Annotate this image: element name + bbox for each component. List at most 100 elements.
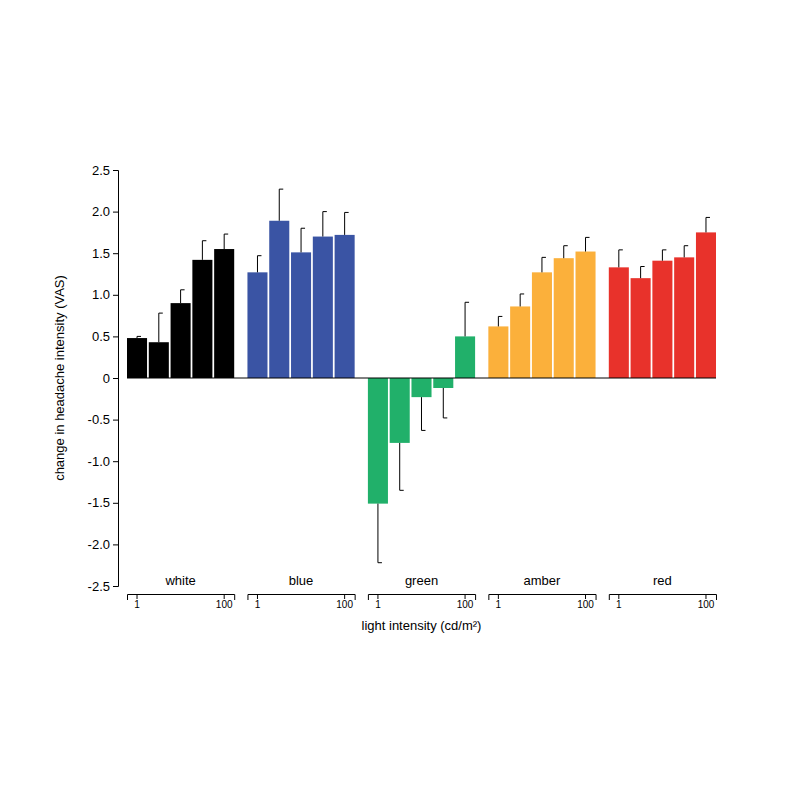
error-cap [279, 189, 283, 190]
y-tick: -1.5 [88, 495, 118, 510]
x-axis: 1 100 [248, 594, 355, 610]
error-bar [323, 212, 327, 237]
error-cap [684, 245, 688, 246]
y-tick: 0 [103, 371, 118, 386]
bar [455, 336, 475, 378]
x-tick-label: 100 [216, 599, 233, 610]
bar [390, 378, 410, 443]
group-label: white [164, 573, 195, 588]
error-cap [345, 212, 349, 213]
y-tick-mark [113, 295, 118, 296]
y-tick-label: -1.5 [88, 495, 110, 510]
bar [532, 272, 552, 378]
y-tick: 1.5 [92, 246, 118, 261]
x-axis-title: light intensity (cd/m²) [362, 618, 482, 633]
error-bar [378, 504, 382, 563]
bar-group [247, 189, 354, 378]
error-bar [279, 189, 283, 221]
error-cap [706, 217, 710, 218]
error-cap [257, 255, 261, 256]
y-tick: 0.5 [92, 329, 118, 344]
error-cap [400, 490, 404, 491]
x-tick-label: 100 [336, 599, 353, 610]
bar [488, 326, 508, 378]
error-line [520, 294, 521, 306]
error-cap [224, 234, 228, 235]
error-cap [520, 293, 524, 294]
error-bar [542, 257, 546, 272]
error-bar [564, 246, 568, 258]
y-tick-label: -2.5 [88, 579, 110, 594]
error-line [443, 388, 444, 418]
error-line [202, 241, 203, 260]
bar-group [127, 234, 234, 378]
error-bar [586, 237, 590, 251]
error-line [563, 246, 564, 258]
y-tick-label: -1.0 [88, 454, 110, 469]
error-bar [684, 246, 688, 258]
y-tick-mark [113, 586, 118, 587]
plot-area [127, 189, 716, 563]
error-cap [181, 289, 185, 290]
error-line [684, 246, 685, 258]
bar [433, 378, 453, 388]
error-bar [422, 397, 426, 430]
error-line [180, 290, 181, 303]
bar [696, 232, 716, 378]
y-tick-mark [113, 378, 118, 379]
error-cap [662, 249, 666, 250]
error-line [705, 217, 706, 232]
bar [368, 378, 388, 504]
error-cap [378, 562, 382, 563]
x-tick-label: 1 [616, 599, 622, 610]
x-tick-label: 1 [496, 599, 502, 610]
bar [510, 306, 530, 378]
error-line [541, 257, 542, 272]
error-line [465, 302, 466, 336]
bar [631, 278, 651, 378]
x-tick: 1 [255, 594, 261, 610]
bar [335, 235, 355, 378]
bar [269, 221, 289, 378]
y-tick-mark [113, 420, 118, 421]
error-bar [400, 443, 404, 490]
bar [674, 257, 694, 378]
baseline [127, 378, 716, 379]
y-tick-mark [113, 503, 118, 504]
error-cap [422, 430, 426, 431]
error-bar [137, 336, 141, 338]
error-line [585, 237, 586, 251]
y-tick: -2.5 [88, 579, 118, 594]
bar [247, 272, 267, 378]
error-cap [542, 257, 546, 258]
x-tick: 100 [457, 594, 474, 610]
y-tick-label: 2.5 [92, 163, 110, 178]
y-tick: -0.5 [88, 412, 118, 427]
error-line [301, 228, 302, 252]
bar [609, 267, 629, 378]
error-line [662, 250, 663, 261]
x-tick-label: 1 [255, 599, 261, 610]
chart: -2.5-2.0-1.5-1.0-0.500.51.01.52.02.5whit… [0, 0, 800, 800]
y-axis: -2.5-2.0-1.5-1.0-0.500.51.01.52.02.5 [88, 163, 119, 594]
bar [411, 378, 431, 397]
y-tick: -1.0 [88, 454, 118, 469]
error-line [498, 316, 499, 326]
error-line [618, 250, 619, 267]
error-bar [619, 250, 623, 267]
error-cap [564, 245, 568, 246]
error-line [279, 189, 280, 221]
y-tick-mark [113, 461, 118, 462]
error-line [322, 212, 323, 237]
error-line [421, 397, 422, 430]
y-tick-mark [113, 212, 118, 213]
bar [554, 258, 574, 378]
group-label: blue [289, 573, 314, 588]
y-axis-line [113, 171, 119, 587]
bar [576, 252, 596, 378]
y-tick-label: 0.5 [92, 329, 110, 344]
error-bar [345, 212, 349, 234]
error-line [257, 256, 258, 273]
error-bar [706, 217, 710, 232]
error-cap [301, 228, 305, 229]
